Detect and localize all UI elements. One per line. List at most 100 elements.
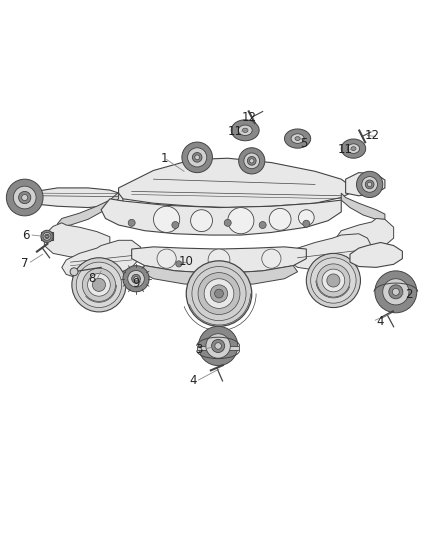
Circle shape	[269, 208, 291, 230]
Text: 3: 3	[196, 343, 203, 356]
Text: 1: 1	[161, 152, 168, 165]
Circle shape	[72, 258, 126, 312]
Circle shape	[208, 249, 230, 271]
Ellipse shape	[285, 129, 311, 148]
Polygon shape	[101, 199, 341, 235]
Text: 6: 6	[22, 229, 30, 241]
Circle shape	[198, 326, 238, 366]
Circle shape	[186, 261, 252, 326]
Polygon shape	[337, 219, 394, 250]
Circle shape	[192, 266, 246, 321]
Circle shape	[239, 148, 265, 174]
Circle shape	[182, 142, 212, 173]
Text: 12: 12	[364, 129, 379, 142]
Circle shape	[311, 258, 356, 303]
Circle shape	[76, 262, 122, 308]
Circle shape	[392, 288, 399, 295]
Circle shape	[306, 253, 360, 308]
Polygon shape	[132, 247, 306, 273]
Polygon shape	[350, 243, 403, 268]
Polygon shape	[346, 173, 385, 196]
Circle shape	[45, 234, 49, 239]
Circle shape	[215, 343, 221, 349]
Circle shape	[46, 235, 48, 238]
Circle shape	[88, 273, 110, 296]
Text: 11: 11	[228, 125, 243, 138]
Circle shape	[13, 186, 36, 209]
Circle shape	[367, 182, 372, 187]
Circle shape	[303, 220, 310, 227]
Circle shape	[244, 153, 260, 169]
Circle shape	[317, 264, 350, 297]
Circle shape	[82, 268, 116, 302]
Text: 4: 4	[377, 314, 384, 328]
Ellipse shape	[295, 136, 300, 141]
Circle shape	[176, 261, 182, 267]
Text: 4: 4	[189, 374, 197, 387]
Ellipse shape	[347, 144, 360, 154]
Circle shape	[128, 220, 135, 227]
Circle shape	[375, 271, 417, 313]
Circle shape	[298, 210, 314, 225]
Circle shape	[362, 176, 378, 192]
Text: 11: 11	[338, 143, 353, 156]
Text: 9: 9	[132, 277, 140, 289]
Circle shape	[21, 195, 28, 200]
Polygon shape	[341, 193, 385, 220]
Circle shape	[70, 268, 78, 276]
Circle shape	[153, 206, 180, 232]
Polygon shape	[41, 232, 53, 240]
Circle shape	[228, 207, 254, 234]
Ellipse shape	[242, 128, 248, 132]
Circle shape	[195, 155, 200, 160]
Polygon shape	[27, 188, 123, 207]
Circle shape	[92, 278, 106, 292]
Circle shape	[157, 249, 176, 268]
Text: 5: 5	[300, 137, 308, 150]
Circle shape	[192, 152, 202, 162]
Circle shape	[7, 179, 43, 216]
Circle shape	[198, 272, 240, 314]
Text: 7: 7	[21, 256, 28, 270]
Polygon shape	[62, 240, 141, 279]
Polygon shape	[44, 223, 110, 257]
Circle shape	[18, 191, 31, 204]
Text: 2: 2	[405, 288, 413, 301]
Circle shape	[383, 279, 409, 305]
Circle shape	[389, 285, 403, 299]
Polygon shape	[119, 158, 350, 207]
Circle shape	[191, 210, 212, 231]
Circle shape	[134, 277, 138, 281]
Circle shape	[262, 249, 281, 268]
Circle shape	[187, 148, 207, 167]
Circle shape	[259, 222, 266, 229]
Circle shape	[212, 340, 225, 352]
Circle shape	[224, 220, 231, 227]
Polygon shape	[289, 234, 372, 270]
Circle shape	[327, 274, 340, 287]
Circle shape	[206, 334, 230, 358]
Circle shape	[41, 230, 53, 243]
Ellipse shape	[341, 139, 366, 158]
Circle shape	[204, 279, 234, 309]
Circle shape	[128, 270, 145, 287]
Ellipse shape	[238, 125, 252, 135]
Ellipse shape	[351, 147, 356, 150]
Circle shape	[43, 232, 51, 240]
Ellipse shape	[231, 120, 259, 141]
Circle shape	[322, 269, 345, 292]
Circle shape	[210, 285, 228, 302]
Circle shape	[357, 171, 383, 198]
Text: 8: 8	[89, 272, 96, 285]
Text: 10: 10	[179, 255, 194, 268]
Circle shape	[250, 159, 254, 163]
Polygon shape	[57, 192, 119, 227]
Circle shape	[172, 222, 179, 229]
Polygon shape	[197, 346, 239, 350]
Circle shape	[247, 157, 256, 165]
Circle shape	[215, 289, 223, 298]
Text: 12: 12	[242, 111, 257, 124]
Polygon shape	[141, 265, 297, 286]
Ellipse shape	[291, 134, 304, 143]
Circle shape	[123, 265, 149, 292]
